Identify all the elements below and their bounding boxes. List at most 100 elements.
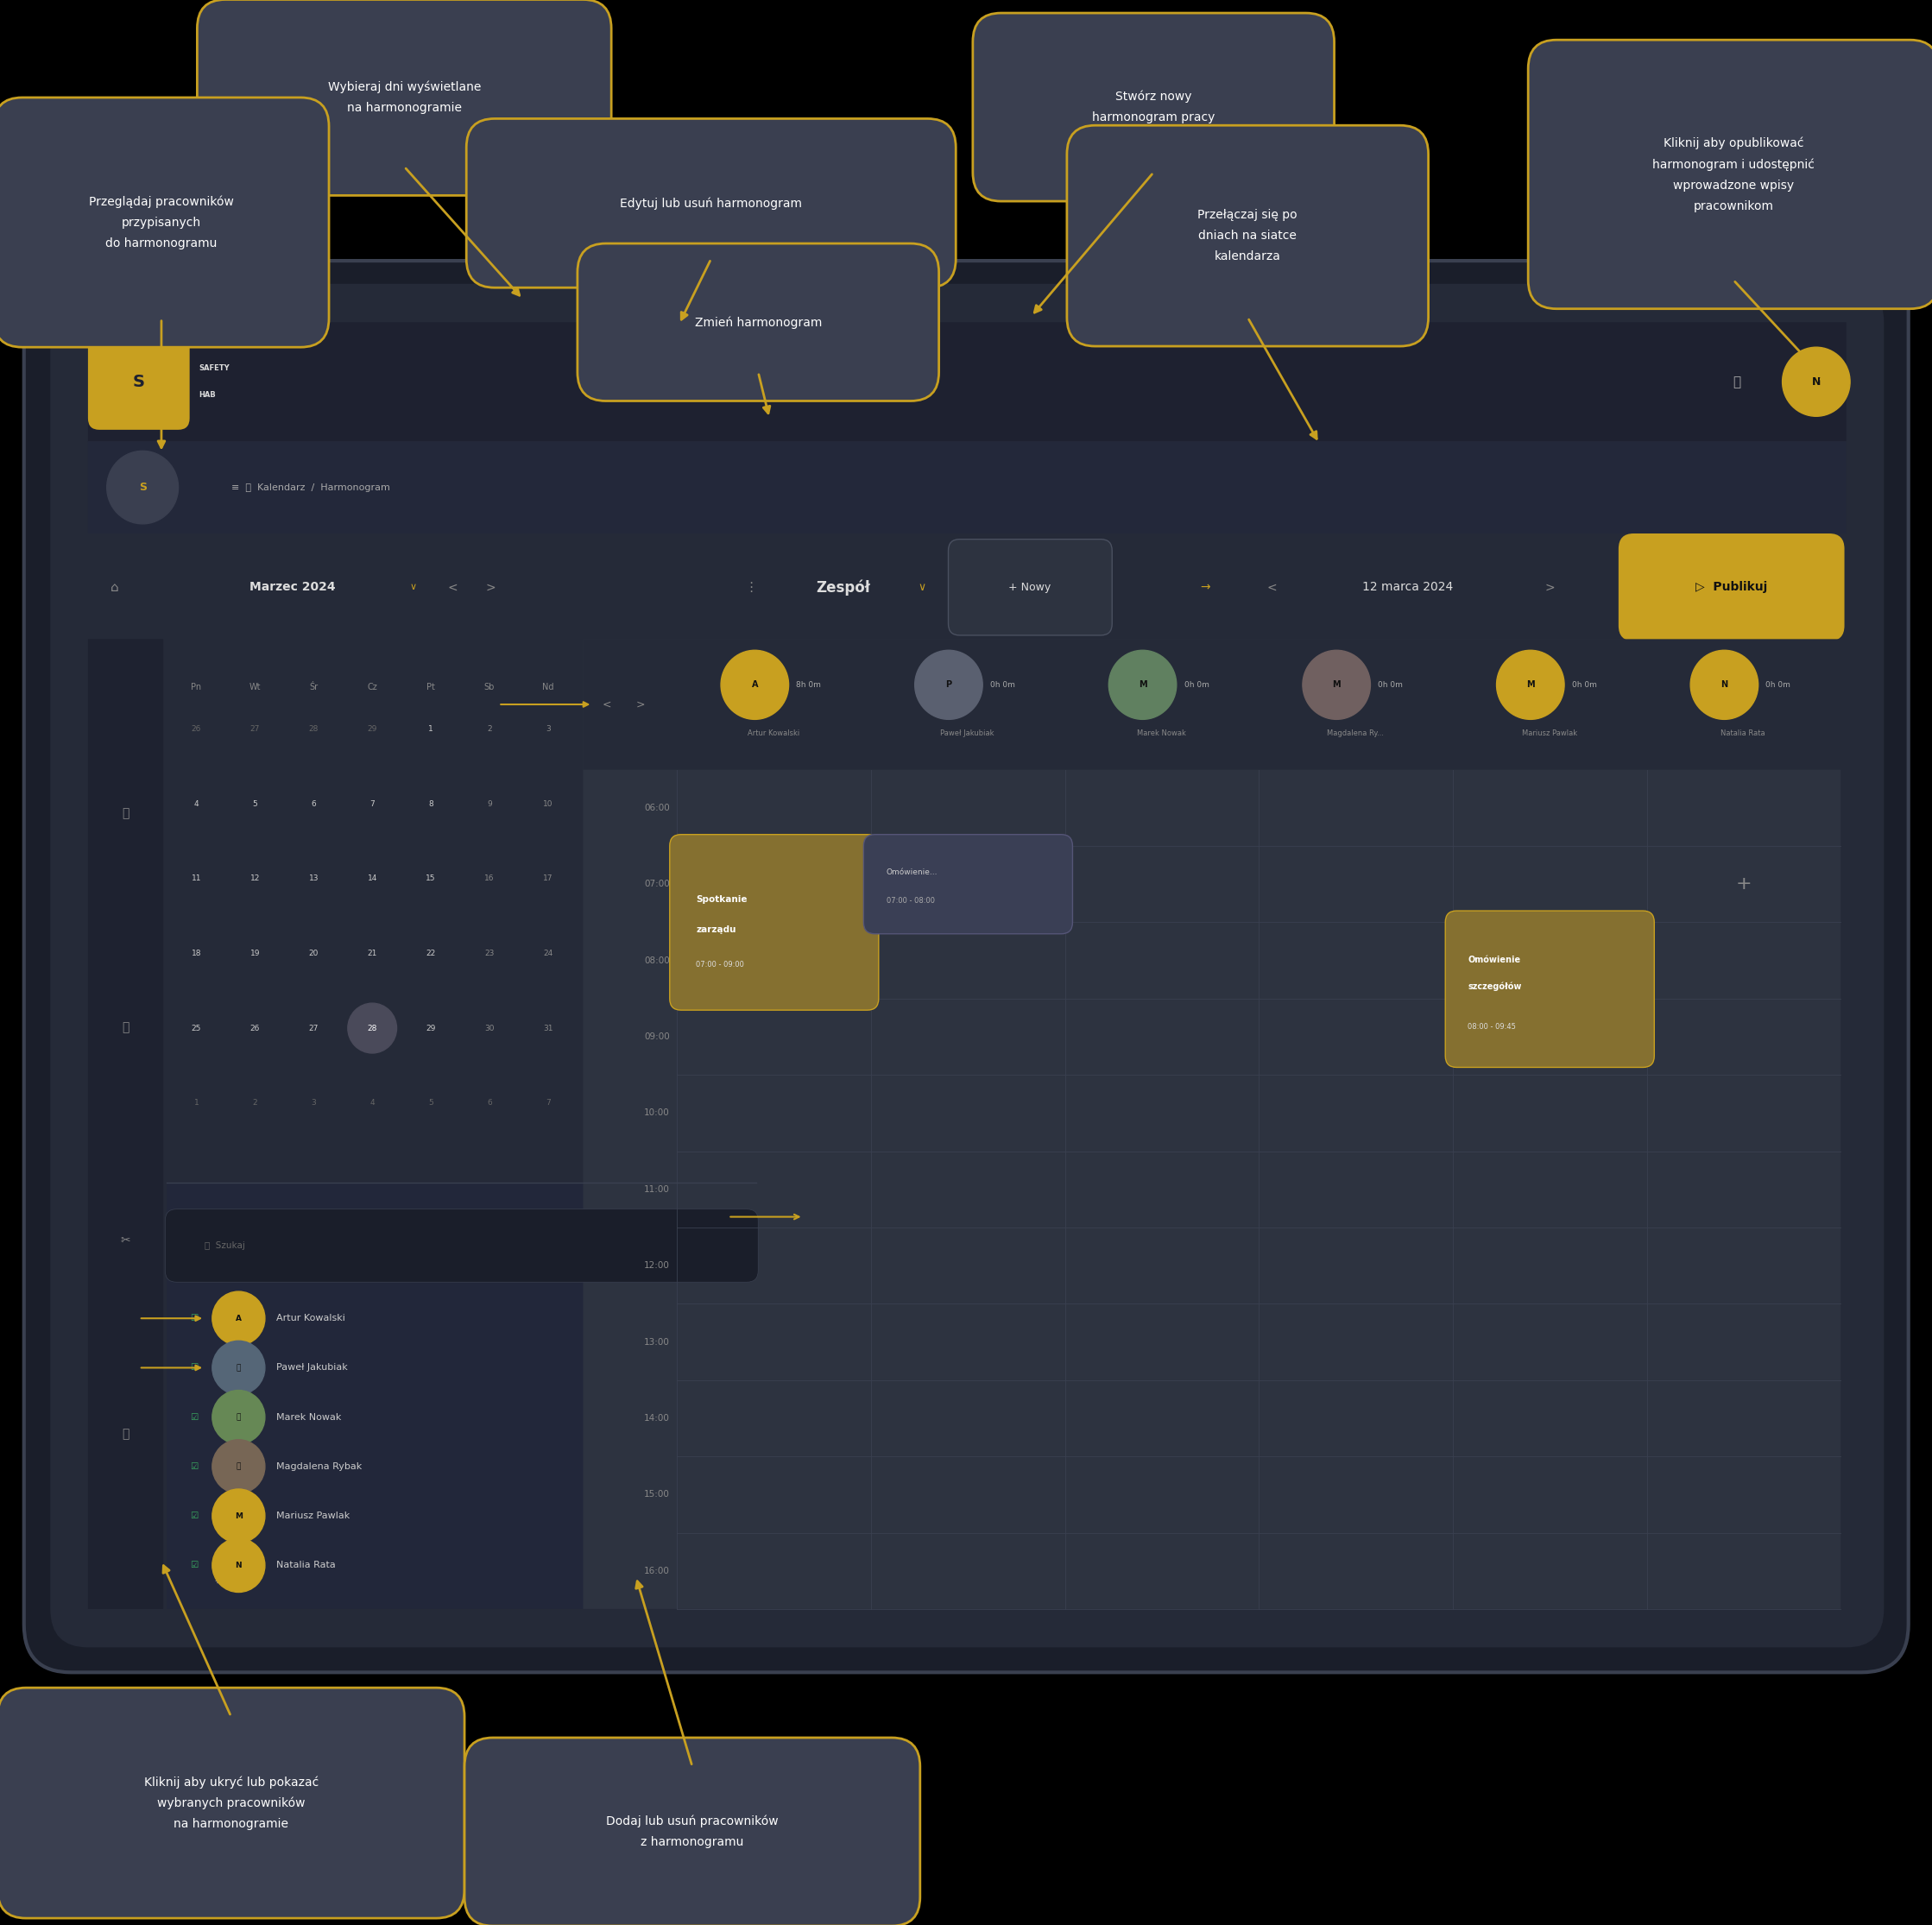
Text: M: M (1333, 681, 1341, 689)
Text: +: + (1735, 876, 1752, 893)
Circle shape (213, 1490, 265, 1542)
Text: 3: 3 (545, 726, 551, 733)
FancyBboxPatch shape (197, 0, 611, 196)
Text: 9: 9 (487, 801, 493, 808)
Text: 22: 22 (427, 949, 437, 957)
Text: ☑: ☑ (189, 1561, 197, 1569)
Text: 0h 0m: 0h 0m (1184, 681, 1209, 689)
Text: 29: 29 (367, 726, 377, 733)
Text: ☑: ☑ (189, 1413, 197, 1421)
Text: Przeglądaj pracowników
przypisanych
do harmonogramu: Przeglądaj pracowników przypisanych do h… (89, 196, 234, 248)
Text: Artur Kowalski: Artur Kowalski (748, 730, 800, 737)
Text: Edytuj lub usuń harmonogram: Edytuj lub usuń harmonogram (620, 196, 802, 210)
Text: 16:00: 16:00 (643, 1567, 670, 1575)
Text: 06:00: 06:00 (643, 803, 670, 812)
Text: 📅: 📅 (122, 1428, 129, 1440)
Circle shape (213, 1390, 265, 1444)
FancyBboxPatch shape (50, 283, 1884, 1648)
Text: 11: 11 (191, 874, 201, 884)
Text: 30: 30 (485, 1024, 495, 1032)
Text: 0h 0m: 0h 0m (1573, 681, 1596, 689)
FancyBboxPatch shape (670, 834, 879, 1011)
Text: HAB: HAB (199, 391, 216, 398)
Circle shape (1497, 651, 1565, 720)
Text: <: < (603, 699, 611, 710)
FancyBboxPatch shape (23, 260, 1909, 1673)
Text: ☑: ☑ (189, 1511, 197, 1521)
Text: 26: 26 (191, 726, 201, 733)
Text: Kliknij aby opublikować
harmonogram i udostępnić
wprowadzone wpisy
pracownikom: Kliknij aby opublikować harmonogram i ud… (1652, 137, 1814, 212)
Text: 28: 28 (309, 726, 319, 733)
Text: 27: 27 (309, 1024, 319, 1032)
Text: 29: 29 (425, 1024, 437, 1032)
Text: 09:00: 09:00 (643, 1032, 670, 1041)
Text: <: < (1267, 581, 1277, 593)
Text: >: > (1546, 581, 1555, 593)
Text: 🔔: 🔔 (1733, 375, 1741, 389)
Text: 4: 4 (193, 801, 199, 808)
Text: ☑: ☑ (189, 1363, 197, 1373)
FancyBboxPatch shape (466, 119, 956, 287)
FancyBboxPatch shape (89, 321, 1847, 441)
Text: Śr: Śr (309, 683, 319, 691)
FancyBboxPatch shape (89, 333, 189, 429)
FancyBboxPatch shape (949, 539, 1113, 635)
Circle shape (213, 1342, 265, 1394)
Text: Nd: Nd (543, 683, 554, 691)
Text: ⌂: ⌂ (110, 581, 118, 593)
FancyBboxPatch shape (89, 639, 164, 1609)
Text: +: + (713, 1211, 724, 1222)
Text: 4: 4 (369, 1099, 375, 1107)
Text: 👤: 👤 (236, 1363, 242, 1373)
Text: ⋮: ⋮ (744, 581, 757, 593)
Text: 07:00 - 09:00: 07:00 - 09:00 (696, 961, 744, 968)
Text: P: P (945, 681, 952, 689)
Text: >: > (636, 699, 645, 710)
FancyBboxPatch shape (89, 441, 1847, 533)
Text: ▷  Publikuj: ▷ Publikuj (1696, 581, 1768, 593)
Text: Wybieraj dni wyświetlane
na harmonogramie: Wybieraj dni wyświetlane na harmonogrami… (328, 81, 481, 114)
Text: 19: 19 (249, 949, 261, 957)
Text: 👤: 👤 (236, 1463, 242, 1471)
Text: 0h 0m: 0h 0m (1766, 681, 1791, 689)
Text: 28: 28 (367, 1024, 377, 1032)
Circle shape (213, 1440, 265, 1494)
FancyBboxPatch shape (464, 1738, 920, 1925)
FancyBboxPatch shape (1066, 125, 1428, 346)
Text: 20: 20 (309, 949, 319, 957)
Text: <: < (448, 581, 458, 593)
Circle shape (721, 651, 788, 720)
FancyBboxPatch shape (0, 98, 328, 346)
Text: Omówienie...: Omówienie... (887, 868, 937, 876)
Text: Marzec 2024: Marzec 2024 (249, 581, 336, 593)
Text: ≡  📅  Kalendarz  /  Harmonogram: ≡ 📅 Kalendarz / Harmonogram (232, 483, 390, 491)
Circle shape (1783, 346, 1851, 416)
Text: N: N (1812, 375, 1820, 387)
FancyBboxPatch shape (89, 533, 1847, 639)
Text: Pt: Pt (427, 683, 435, 691)
Text: Mariusz Pawlak: Mariusz Pawlak (276, 1511, 350, 1521)
Text: M: M (1526, 681, 1534, 689)
Text: 👥: 👥 (122, 808, 129, 820)
Text: 15:00: 15:00 (643, 1490, 670, 1500)
Text: 🔍  Szukaj: 🔍 Szukaj (205, 1242, 245, 1249)
Circle shape (1302, 651, 1370, 720)
Text: Marek Nowak: Marek Nowak (276, 1413, 342, 1421)
Text: 2: 2 (487, 726, 493, 733)
Text: 18: 18 (191, 949, 201, 957)
Text: SAFETY: SAFETY (199, 364, 230, 372)
Text: + Nowy: + Nowy (1009, 581, 1051, 593)
Text: 8: 8 (429, 801, 433, 808)
FancyBboxPatch shape (1619, 533, 1845, 641)
FancyBboxPatch shape (583, 639, 1841, 1609)
Circle shape (914, 651, 983, 720)
Text: Cz: Cz (367, 683, 377, 691)
Text: 6: 6 (487, 1099, 493, 1107)
Text: A: A (752, 681, 757, 689)
Text: 13: 13 (309, 874, 319, 884)
Text: Omówienie: Omówienie (1468, 955, 1520, 964)
Text: Artur Kowalski: Artur Kowalski (276, 1315, 346, 1322)
Text: 24: 24 (543, 949, 553, 957)
Text: 23: 23 (485, 949, 495, 957)
Text: 14: 14 (367, 874, 377, 884)
